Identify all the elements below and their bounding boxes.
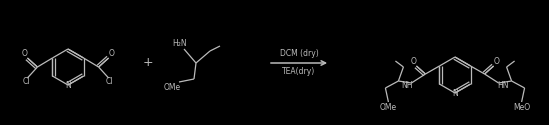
Text: H₂N: H₂N — [173, 38, 187, 48]
Text: MeO: MeO — [513, 102, 530, 112]
Text: N: N — [65, 80, 71, 90]
Text: O: O — [21, 50, 27, 58]
Text: O: O — [494, 58, 500, 66]
Text: DCM (dry): DCM (dry) — [279, 50, 318, 58]
Text: OMe: OMe — [380, 102, 397, 112]
Text: Cl: Cl — [23, 78, 30, 86]
Text: TEA(dry): TEA(dry) — [282, 68, 316, 76]
Text: OMe: OMe — [164, 82, 181, 92]
Text: O: O — [411, 58, 416, 66]
Text: N: N — [452, 88, 458, 98]
Text: NH: NH — [402, 82, 413, 90]
Text: O: O — [109, 50, 115, 58]
Text: +: + — [143, 56, 153, 70]
Text: HN: HN — [497, 82, 508, 90]
Text: Cl: Cl — [106, 78, 113, 86]
